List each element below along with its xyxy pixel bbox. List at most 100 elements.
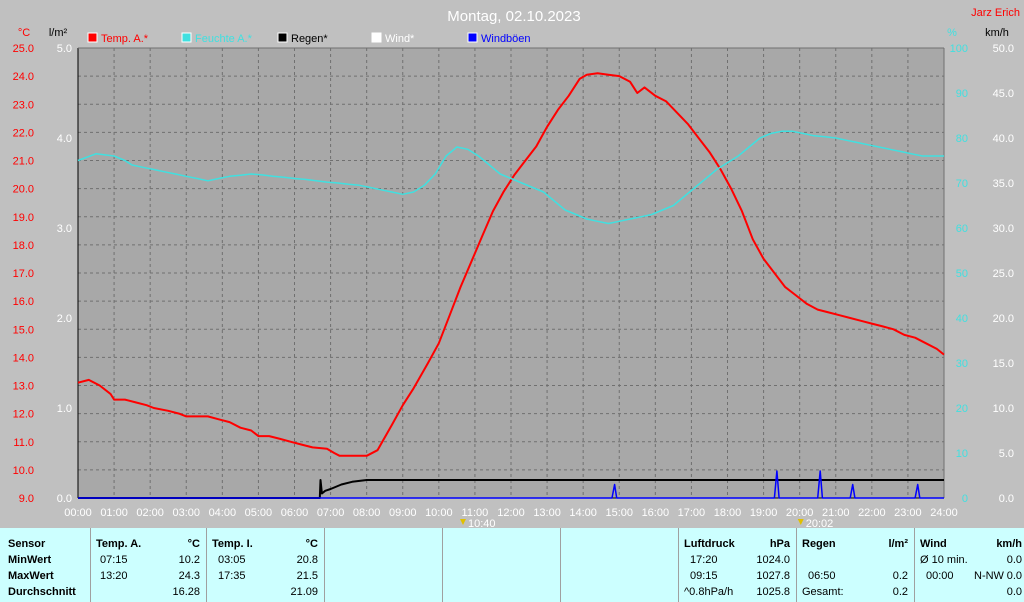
- humidity-tick-label: 100: [950, 43, 968, 55]
- rain-tick-label: 0.0: [57, 493, 72, 505]
- series-line-feuchte-a: [77, 130, 944, 225]
- row-label-max: MaxWert: [8, 570, 54, 582]
- x-tick-label: 00:00: [64, 507, 92, 519]
- legend-swatch: [181, 32, 192, 43]
- time-markers: 10:40 20:02: [460, 518, 833, 528]
- humidity-tick-label: 90: [956, 88, 968, 100]
- x-tick-label: 05:00: [245, 507, 273, 519]
- x-tick-label: 01:00: [100, 507, 128, 519]
- x-tick-label: 19:00: [750, 507, 778, 519]
- wind-average: 0.0: [1006, 586, 1022, 598]
- humidity-tick-label: 40: [956, 313, 968, 325]
- temp-i-max-value: 21.5: [296, 570, 318, 582]
- x-tick-label: 07:00: [317, 507, 345, 519]
- temp-tick-label: 18.0: [13, 240, 34, 252]
- temp-tick-label: 15.0: [13, 324, 34, 336]
- temp-a-header: Temp. A.: [96, 538, 142, 550]
- rain-unit: l/m²: [888, 538, 908, 550]
- temp-a-min-value: 10.2: [178, 554, 200, 566]
- column-divider: [442, 528, 443, 602]
- time-marker-icon: [460, 519, 467, 525]
- temp-axis-unit: °C: [18, 27, 30, 39]
- row-label-min: MinWert: [8, 554, 52, 566]
- wind-tick-label: 10.0: [993, 403, 1014, 415]
- rain-tick-label: 1.0: [57, 403, 72, 415]
- station-name: Jarz Erich: [971, 7, 1020, 19]
- x-tick-label: 21:00: [822, 507, 850, 519]
- x-tick-label: 22:00: [858, 507, 886, 519]
- column-divider: [560, 528, 561, 602]
- rain-max-time: 06:50: [808, 570, 836, 582]
- temp-i-min-value: 20.8: [296, 554, 318, 566]
- legend-label: Wind*: [385, 33, 415, 45]
- temp-tick-label: 21.0: [13, 156, 34, 168]
- humidity-axis-unit: %: [947, 27, 957, 39]
- legend-label: Regen*: [291, 33, 328, 45]
- x-tick-label: 10:00: [425, 507, 453, 519]
- temp-a-unit: °C: [187, 538, 200, 550]
- series-line-temp-a: [77, 72, 945, 457]
- temp-tick-label: 20.0: [13, 184, 34, 196]
- legend-swatch: [467, 32, 478, 43]
- wind-header: Wind: [920, 538, 947, 550]
- wind-tick-label: 45.0: [993, 88, 1014, 100]
- wind-axis-unit: km/h: [985, 27, 1009, 39]
- rain-header: Regen: [802, 538, 836, 550]
- row-label-avg: Durchschnitt: [8, 586, 76, 598]
- x-tick-label: 23:00: [894, 507, 922, 519]
- temp-tick-label: 10.0: [13, 465, 34, 477]
- temp-tick-label: 14.0: [13, 352, 34, 364]
- sensor-header: Sensor: [8, 538, 46, 550]
- wind-max-direction: N-NW: [974, 570, 1004, 582]
- legend-swatch: [87, 32, 98, 43]
- wind-unit: km/h: [996, 538, 1022, 550]
- x-tick-label: 08:00: [353, 507, 381, 519]
- x-tick-label: 18:00: [714, 507, 742, 519]
- wind-tick-label: 25.0: [993, 268, 1014, 280]
- temp-i-min-time: 03:05: [218, 554, 246, 566]
- temp-tick-label: 24.0: [13, 71, 34, 83]
- time-marker-label: 20:02: [806, 518, 834, 528]
- x-tick-label: 11:00: [462, 507, 489, 519]
- x-tick-label: 12:00: [497, 507, 525, 519]
- temp-i-max-time: 17:35: [218, 570, 246, 582]
- wind-tick-label: 15.0: [993, 358, 1014, 370]
- x-tick-label: 02:00: [136, 507, 164, 519]
- pressure-min-value: 1024.0: [756, 554, 790, 566]
- column-divider: [678, 528, 679, 602]
- rain-total-value: 0.2: [892, 586, 908, 598]
- series-group: [77, 72, 945, 499]
- temp-tick-label: 16.0: [13, 296, 34, 308]
- humidity-tick-label: 30: [956, 358, 968, 370]
- rain-tick-label: 3.0: [57, 223, 72, 235]
- humidity-tick-label: 10: [956, 448, 968, 460]
- temp-a-max-time: 13:20: [100, 570, 128, 582]
- humidity-tick-label: 20: [956, 403, 968, 415]
- temp-tick-label: 19.0: [13, 212, 34, 224]
- rain-max-value: 0.2: [892, 570, 908, 582]
- legend-swatch: [277, 32, 288, 43]
- statistics-table: Sensor MinWert MaxWert Durchschnitt Temp…: [0, 528, 1024, 602]
- wind-tick-label: 20.0: [993, 313, 1014, 325]
- time-marker-icon: [797, 519, 804, 525]
- temp-tick-label: 23.0: [13, 99, 34, 111]
- legend-swatch: [371, 32, 382, 43]
- x-tick-label: 17:00: [678, 507, 706, 519]
- legend-label: Feuchte A.*: [195, 33, 253, 45]
- column-divider: [324, 528, 325, 602]
- wind-tick-label: 50.0: [993, 43, 1014, 55]
- axis-ticks: 00:00 01:00 02:00 03:00 04:00 05:00 06:00 07:00…: [13, 43, 1014, 519]
- wind-tick-label: 0.0: [999, 493, 1014, 505]
- pressure-max-value: 1027.8: [756, 570, 790, 582]
- temp-i-header: Temp. I.: [212, 538, 253, 550]
- column-divider: [90, 528, 91, 602]
- rain-total-label: Gesamt:: [802, 586, 844, 598]
- series-line-windb-en: [78, 470, 944, 499]
- x-tick-label: 24:00: [930, 507, 958, 519]
- humidity-tick-label: 60: [956, 223, 968, 235]
- rain-tick-label: 4.0: [57, 133, 72, 145]
- column-divider: [206, 528, 207, 602]
- legend-label: Windböen: [481, 33, 531, 45]
- wind-max-value: 0.0: [1006, 570, 1022, 582]
- weather-chart: 00:00 01:00 02:00 03:00 04:00 05:00 06:00 07:00…: [13, 7, 1020, 528]
